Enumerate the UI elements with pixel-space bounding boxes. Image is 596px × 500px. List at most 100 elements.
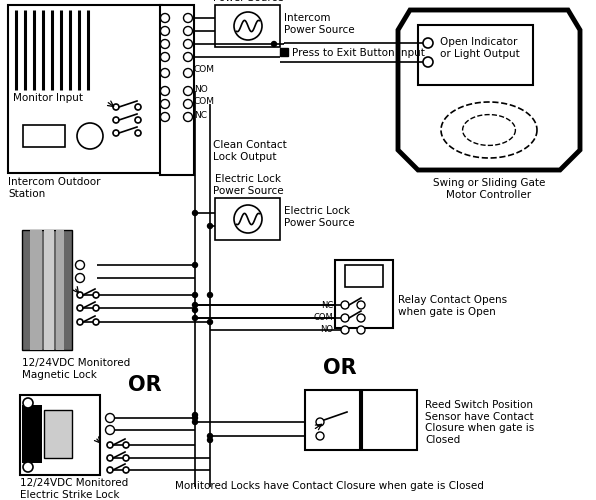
Circle shape <box>77 292 83 298</box>
Text: 12/24VDC Monitored
Magnetic Lock: 12/24VDC Monitored Magnetic Lock <box>22 358 131 380</box>
Circle shape <box>341 314 349 322</box>
Circle shape <box>357 326 365 334</box>
Circle shape <box>135 104 141 110</box>
Circle shape <box>207 292 213 298</box>
Bar <box>160 5 194 175</box>
Circle shape <box>193 302 197 308</box>
Circle shape <box>341 326 349 334</box>
Text: Monitor Input: Monitor Input <box>13 93 83 103</box>
Circle shape <box>123 442 129 448</box>
Circle shape <box>423 38 433 48</box>
Bar <box>305 390 360 450</box>
Circle shape <box>316 432 324 440</box>
Bar <box>280 48 288 56</box>
Text: Relay Contact Opens
when gate is Open: Relay Contact Opens when gate is Open <box>398 295 507 316</box>
Circle shape <box>357 314 365 322</box>
Circle shape <box>193 416 197 420</box>
Circle shape <box>93 319 99 325</box>
Circle shape <box>207 438 213 442</box>
Bar <box>335 260 393 328</box>
Circle shape <box>207 434 213 438</box>
Circle shape <box>160 14 169 22</box>
Text: Electric Lock
Power Source: Electric Lock Power Source <box>284 206 355 228</box>
Text: Intercom
Power Source: Intercom Power Source <box>284 13 355 34</box>
Polygon shape <box>398 10 580 170</box>
Bar <box>362 390 417 450</box>
Text: Press to Exit Button Input: Press to Exit Button Input <box>292 48 425 58</box>
Circle shape <box>184 40 193 48</box>
Circle shape <box>135 117 141 123</box>
Circle shape <box>184 100 193 108</box>
Circle shape <box>107 442 113 448</box>
Circle shape <box>193 262 197 268</box>
Circle shape <box>113 130 119 136</box>
Text: Swing or Sliding Gate
Motor Controller: Swing or Sliding Gate Motor Controller <box>433 178 545 200</box>
Text: 12/24VDC Monitored
Electric Strike Lock: 12/24VDC Monitored Electric Strike Lock <box>20 478 128 500</box>
Circle shape <box>107 467 113 473</box>
Text: Monitored Locks have Contact Closure when gate is Closed: Monitored Locks have Contact Closure whe… <box>175 481 484 491</box>
Text: OR: OR <box>128 375 162 395</box>
Bar <box>345 265 383 287</box>
Bar <box>215 198 280 240</box>
Bar <box>418 25 533 85</box>
Text: Open Indicator
or Light Output: Open Indicator or Light Output <box>440 37 520 58</box>
Bar <box>56 230 64 350</box>
Circle shape <box>76 260 85 270</box>
Circle shape <box>316 418 324 426</box>
Text: NO: NO <box>194 84 208 94</box>
Bar <box>23 125 65 147</box>
Circle shape <box>207 224 213 228</box>
Circle shape <box>77 123 103 149</box>
Circle shape <box>193 316 197 320</box>
Text: NC: NC <box>194 110 207 120</box>
Text: COM: COM <box>194 66 215 74</box>
Circle shape <box>357 301 365 309</box>
Circle shape <box>113 117 119 123</box>
Bar <box>8 5 162 173</box>
Circle shape <box>193 420 197 424</box>
Circle shape <box>160 68 169 78</box>
Circle shape <box>423 57 433 67</box>
Circle shape <box>234 12 262 40</box>
Circle shape <box>184 112 193 122</box>
Circle shape <box>193 210 197 216</box>
Circle shape <box>160 100 169 108</box>
Circle shape <box>184 86 193 96</box>
Circle shape <box>93 292 99 298</box>
Circle shape <box>77 319 83 325</box>
Bar <box>215 5 280 47</box>
Circle shape <box>193 292 197 298</box>
Circle shape <box>123 467 129 473</box>
Bar <box>44 410 72 458</box>
Circle shape <box>123 455 129 461</box>
Bar <box>22 405 42 463</box>
Circle shape <box>234 205 262 233</box>
Text: Electric Lock
Power Source: Electric Lock Power Source <box>213 174 283 196</box>
Circle shape <box>107 455 113 461</box>
Circle shape <box>105 414 114 422</box>
Circle shape <box>23 398 33 408</box>
Text: COM: COM <box>194 98 215 106</box>
Circle shape <box>160 26 169 36</box>
Circle shape <box>76 274 85 282</box>
Circle shape <box>135 130 141 136</box>
Text: NC: NC <box>321 300 333 310</box>
Circle shape <box>193 308 197 312</box>
Circle shape <box>184 52 193 62</box>
Circle shape <box>184 14 193 22</box>
Circle shape <box>113 104 119 110</box>
Circle shape <box>160 112 169 122</box>
Circle shape <box>193 412 197 418</box>
Circle shape <box>160 86 169 96</box>
Circle shape <box>341 301 349 309</box>
Circle shape <box>160 52 169 62</box>
Bar <box>44 230 54 350</box>
Text: OR: OR <box>323 358 357 378</box>
Text: Intercom Outdoor
Station: Intercom Outdoor Station <box>8 177 101 199</box>
Circle shape <box>93 305 99 311</box>
Text: NO: NO <box>320 326 333 334</box>
Bar <box>22 230 72 350</box>
Circle shape <box>207 320 213 324</box>
Circle shape <box>184 68 193 78</box>
Circle shape <box>272 42 277 46</box>
